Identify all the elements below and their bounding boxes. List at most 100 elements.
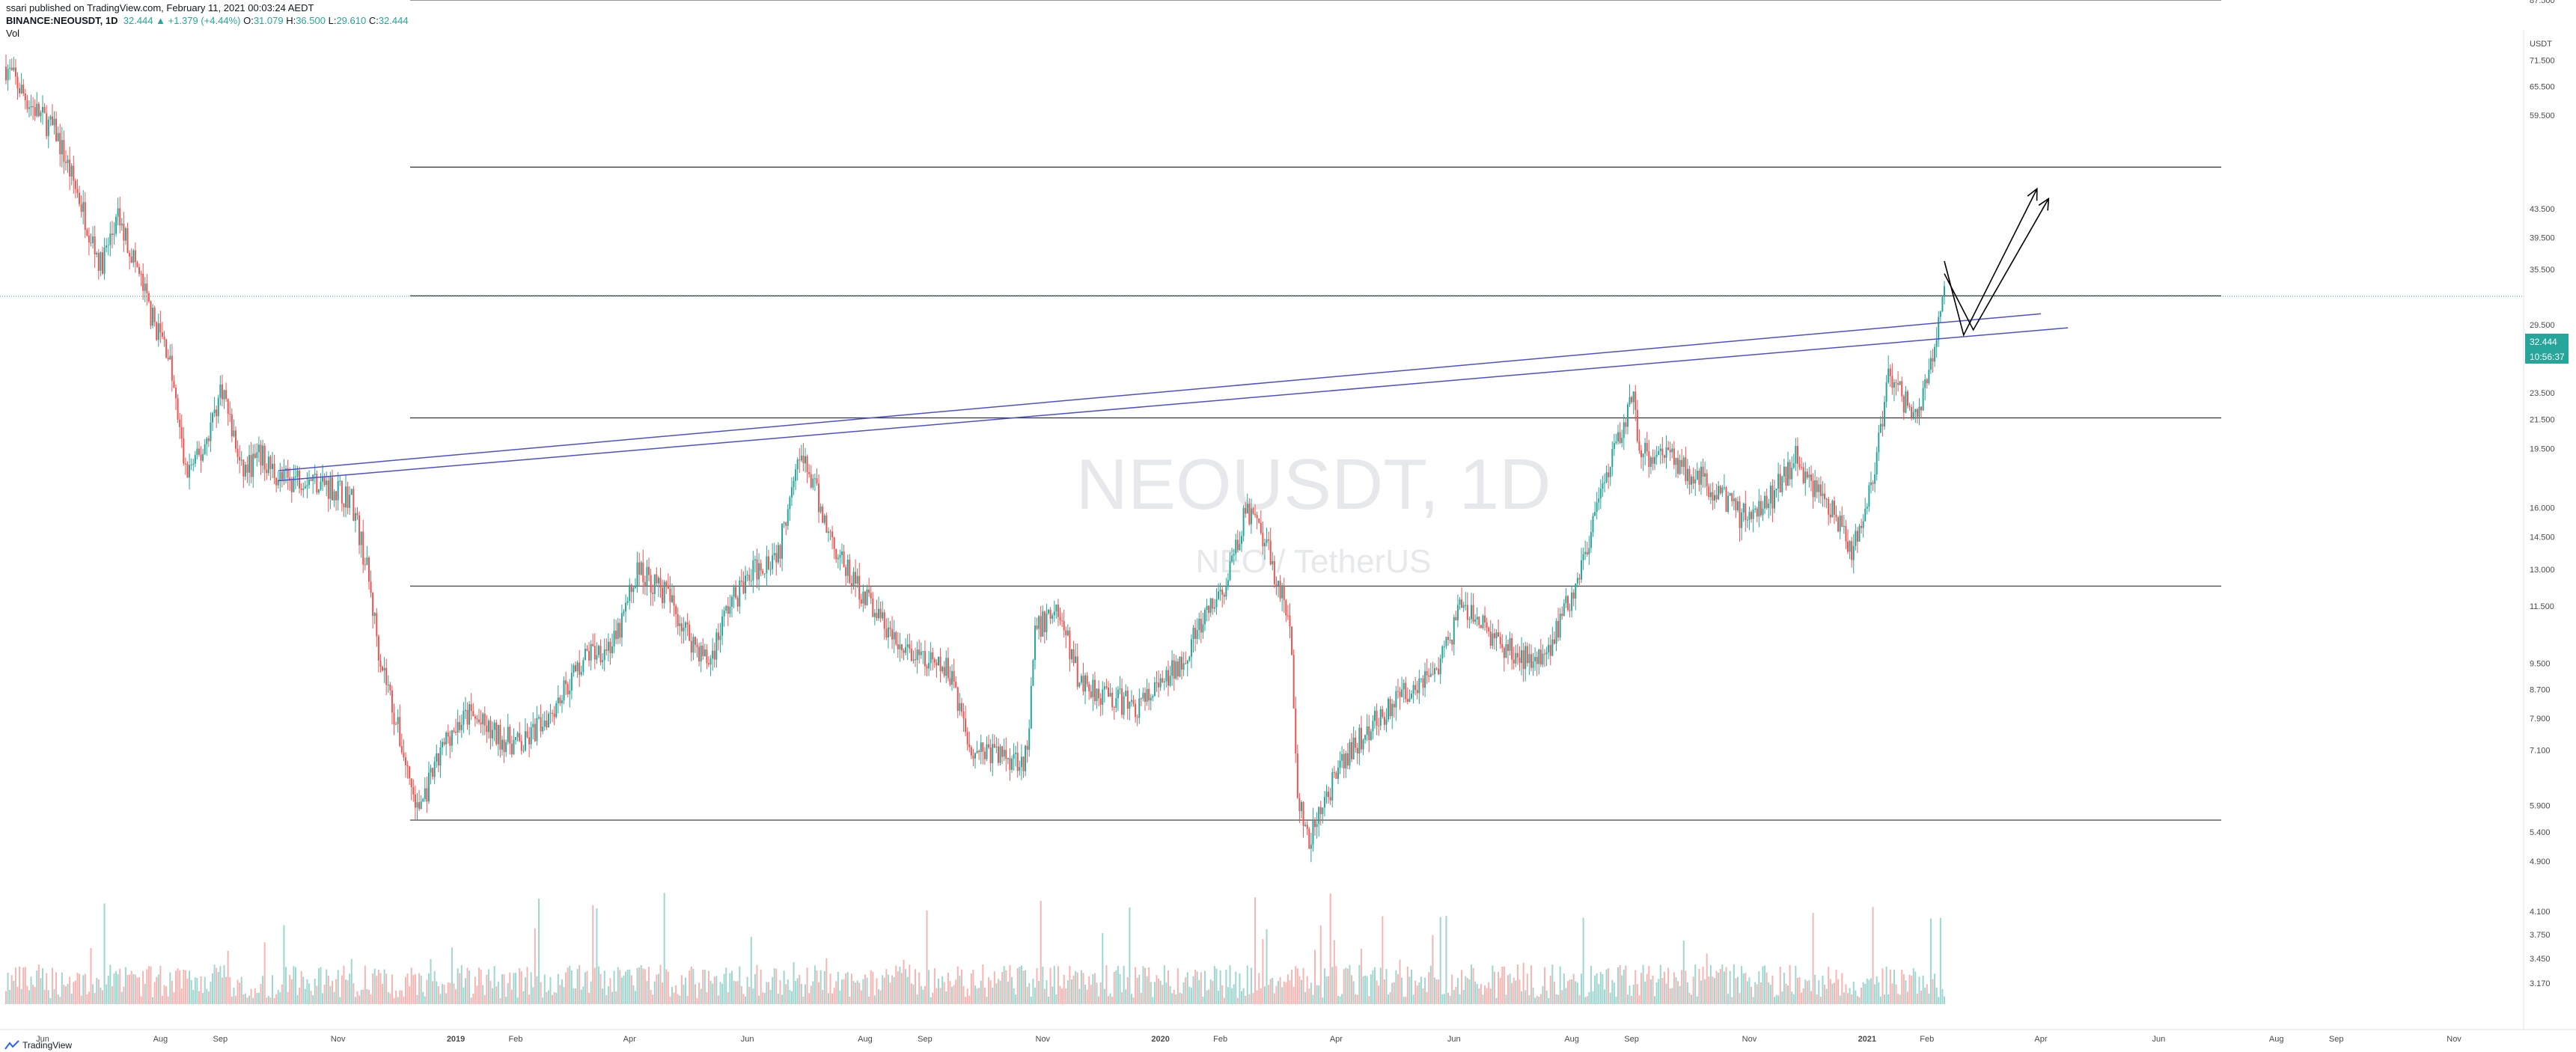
volume-bar-822 [1592, 991, 1594, 1004]
candle-body-91 [180, 426, 183, 439]
candle-body-775 [1501, 643, 1504, 649]
symbol-label[interactable]: BINANCE:NEOUSDT, 1D [6, 15, 118, 26]
volume-bar-960 [1858, 997, 1861, 1004]
volume-bar-510 [989, 980, 992, 1004]
volume-bar-2 [9, 990, 11, 1004]
candle-body-472 [916, 649, 918, 661]
volume-bar-930 [1801, 992, 1803, 1004]
candle-body-348 [677, 614, 679, 626]
volume-bar-509 [988, 977, 990, 1004]
volume-bar-855 [1655, 982, 1658, 1004]
candle-body-916 [1773, 490, 1775, 509]
watermark-pair: NEO / TetherUS [1196, 543, 1432, 580]
volume-bar-497 [965, 997, 967, 1004]
time-tick-4: 2019 [447, 1035, 465, 1044]
volume-bar-32 [67, 983, 69, 1004]
candle-body-545 [1057, 604, 1059, 617]
volume-bar-166 [326, 969, 328, 1004]
candle-body-997 [1929, 358, 1932, 370]
volume-bar-364 [708, 970, 710, 1004]
volume-bar-639 [1239, 973, 1241, 1004]
candle-body-567 [1099, 698, 1102, 705]
volume-bar-863 [1671, 988, 1673, 1004]
volume-bar-633 [1227, 987, 1229, 1004]
volume-bar-113 [223, 964, 225, 1004]
volume-bar-335 [652, 994, 654, 1004]
volume-bar-353 [686, 996, 689, 1004]
time-tick-17: Nov [1742, 1035, 1757, 1044]
volume-bar-505 [980, 980, 982, 1004]
candle-body-873 [1691, 476, 1693, 485]
time-axis[interactable]: Jun Aug Sep Nov 2019 Feb Apr Jun Aug Sep Nov 2020 Fe… [36, 1035, 2461, 1044]
volume-bar-540 [1048, 997, 1050, 1004]
volume-bar-666 [1291, 969, 1293, 1004]
candle-body-704 [1364, 735, 1367, 740]
volume-bar-377 [733, 980, 735, 1004]
volume-bar-94 [186, 979, 189, 1004]
volume-bar-68 [136, 977, 138, 1004]
volume-bar-946 [1831, 983, 1834, 1004]
volume-bar-287 [559, 985, 561, 1004]
volume-bar-110 [217, 972, 219, 1004]
candle-body-195 [382, 666, 384, 671]
volume-bar-222 [433, 970, 436, 1004]
volume-bar-455 [883, 977, 885, 1004]
candle-body-692 [1341, 753, 1343, 761]
volume-bar-85 [169, 972, 171, 1004]
candle-body-306 [596, 655, 598, 660]
candle-body-924 [1789, 462, 1791, 480]
volume-bar-15 [34, 987, 36, 1004]
candle-body-829 [1605, 472, 1608, 483]
candle-body-376 [730, 596, 733, 608]
volume-bar-725 [1405, 997, 1407, 1004]
candle-body-224 [437, 753, 439, 766]
volume-bar-223 [436, 981, 438, 1004]
volume-bar-140 [275, 994, 278, 1004]
candle-body-58 [117, 208, 119, 217]
footer: TradingView [4, 1040, 72, 1051]
candle-body-300 [584, 649, 586, 661]
candle-body-443 [860, 599, 862, 604]
volume-bar-274 [534, 928, 536, 1004]
volume-bar-190 [372, 973, 374, 1004]
candle-body-607 [1176, 661, 1179, 676]
candle-body-588 [1140, 698, 1142, 700]
price-tick-16: 9.500 [2530, 659, 2551, 668]
candle-body-469 [910, 649, 912, 661]
candle-body-897 [1736, 501, 1739, 510]
volume-bar-470 [912, 984, 915, 1004]
candle-body-130 [256, 452, 258, 458]
volume-bar-326 [634, 991, 636, 1004]
candle-body-416 [808, 472, 811, 474]
volume-bar-30 [63, 985, 65, 1004]
volume-bar-97 [192, 989, 195, 1004]
candle-body-5 [14, 67, 16, 77]
candle-body-918 [1777, 474, 1780, 489]
volume-bar-625 [1212, 981, 1214, 1004]
candle-body-157 [308, 479, 311, 486]
volume-bar-959 [1856, 996, 1858, 1004]
candle-body-507 [983, 751, 986, 759]
volume-bar-948 [1835, 970, 1837, 1004]
volume-bar-565 [1096, 982, 1098, 1004]
price-axis[interactable]: USDT 87.50071.50065.50059.50043.50039.50… [2530, 0, 2555, 988]
volume-bar-542 [1052, 986, 1054, 1004]
volume-bar-904 [1751, 986, 1753, 1004]
volume-bar-157 [308, 983, 311, 1004]
volume-bar-693 [1343, 969, 1345, 1004]
volume-bar-356 [692, 968, 695, 1004]
volume-bar-958 [1855, 990, 1857, 1004]
volume-bar-381 [740, 985, 742, 1004]
volume-bar-244 [476, 985, 478, 1004]
volume-bar-605 [1173, 990, 1175, 1004]
volume-bar-201 [393, 997, 395, 1004]
candle-body-315 [613, 630, 615, 646]
candle-body-767 [1486, 622, 1488, 629]
candle-body-317 [617, 623, 619, 640]
volume-bar-503 [976, 988, 978, 1004]
volume-bar-909 [1759, 982, 1762, 1004]
candle-body-83 [165, 339, 168, 358]
candle-body-299 [582, 660, 585, 673]
volume-indicator-label[interactable]: Vol [6, 28, 20, 39]
